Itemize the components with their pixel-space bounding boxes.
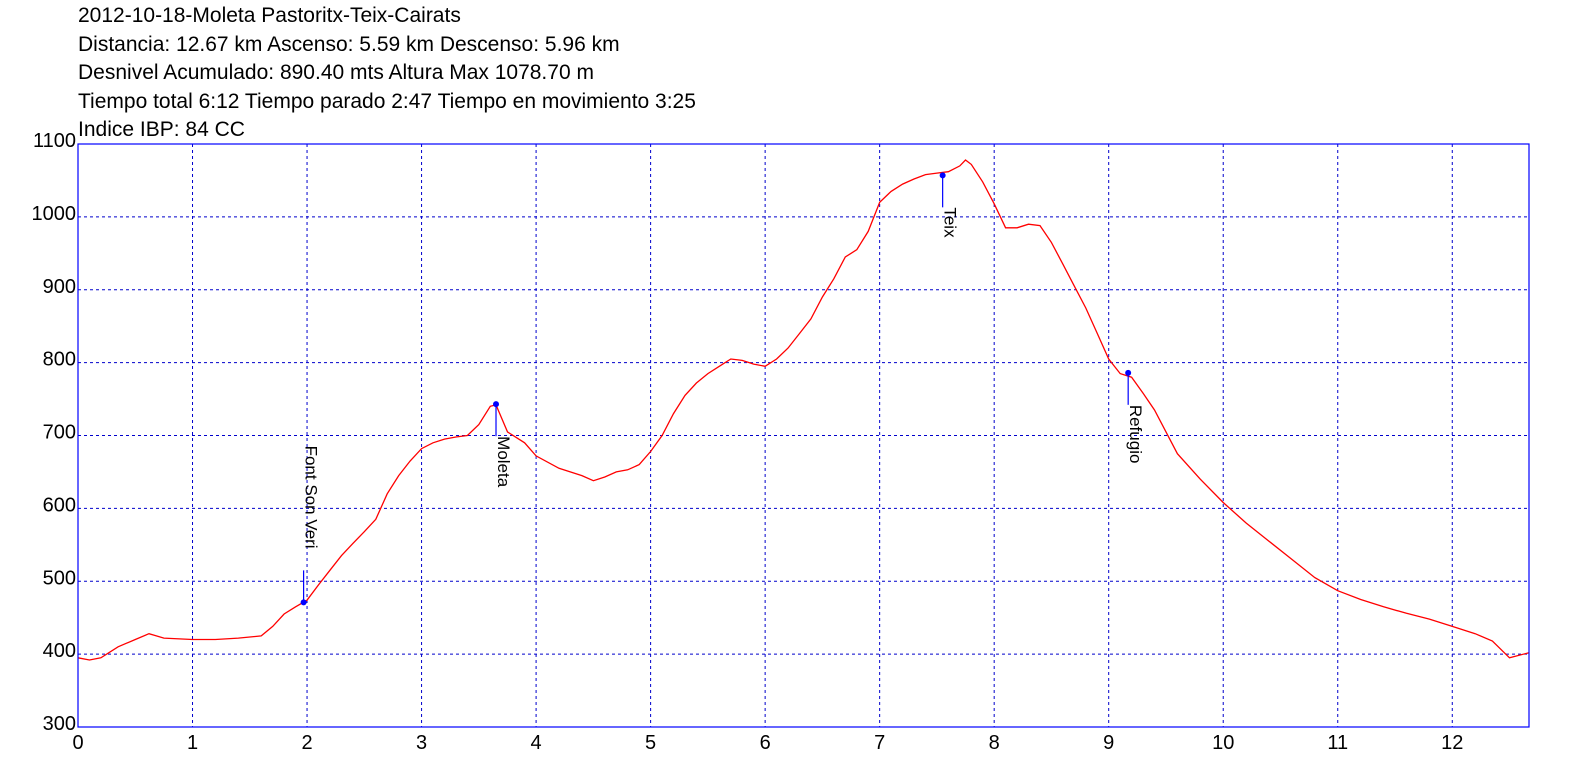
y-tick-label: 300	[43, 713, 76, 735]
track-summary-header: 2012-10-18-Moleta Pastoritx-Teix-Cairats…	[78, 2, 978, 145]
track-title: 2012-10-18-Moleta Pastoritx-Teix-Cairats	[78, 4, 461, 27]
y-tick-label: 700	[43, 422, 76, 444]
x-tick-label: 8	[989, 732, 1000, 754]
x-tick-label: 12	[1441, 732, 1463, 754]
y-tick-label: 1000	[32, 203, 77, 225]
waypoint-label: Moleta	[494, 436, 513, 488]
y-tick-label: 1100	[33, 130, 76, 152]
x-tick-label: 0	[72, 732, 83, 754]
axis-tick-labels: 0 1 2 3 4 5 6 7 8 9 10 11 12300400500600700800900100…	[32, 130, 1464, 754]
x-tick-label: 7	[874, 732, 885, 754]
waypoint: Refugio	[1125, 369, 1145, 464]
waypoint-dot	[300, 599, 307, 606]
waypoint: Font Son Veri	[300, 446, 321, 606]
chart-grid	[78, 144, 1529, 727]
y-tick-label: 600	[43, 494, 76, 516]
x-tick-label: 11	[1327, 732, 1348, 754]
x-tick-label: 1	[187, 732, 198, 754]
waypoint: Teix	[939, 172, 960, 238]
x-tick-label: 2	[301, 732, 312, 754]
distance-summary: Distancia: 12.67 km Ascenso: 5.59 km Des…	[78, 32, 620, 56]
waypoint: Moleta	[493, 401, 513, 488]
y-tick-label: 500	[43, 567, 76, 589]
x-tick-label: 6	[760, 732, 771, 754]
waypoint-label: Teix	[941, 207, 960, 238]
waypoint-dot	[939, 172, 946, 179]
x-tick-label: 9	[1103, 732, 1114, 754]
waypoint-markers: Font Son Veri Moleta Teix Refugio	[300, 172, 1145, 606]
waypoint-dot	[493, 401, 500, 408]
y-tick-label: 900	[43, 276, 76, 298]
waypoint-label: Font Son Veri	[302, 446, 321, 549]
time-summary: Tiempo total 6:12 Tiempo parado 2:47 Tie…	[78, 89, 696, 113]
x-tick-label: 4	[531, 732, 542, 754]
waypoint-dot	[1125, 369, 1132, 376]
x-tick-label: 5	[645, 732, 656, 754]
y-tick-label: 800	[43, 349, 76, 371]
plot-frame	[77, 143, 1530, 728]
x-tick-label: 3	[416, 732, 427, 754]
ibp-index: Indice IBP: 84 CC	[78, 118, 245, 141]
x-tick-label: 10	[1212, 732, 1234, 754]
y-tick-label: 400	[43, 640, 76, 662]
elevation-profile-line	[77, 159, 1530, 661]
elevation-summary: Desnivel Acumulado: 890.40 mts Altura Ma…	[78, 61, 594, 84]
waypoint-label: Refugio	[1126, 405, 1145, 464]
